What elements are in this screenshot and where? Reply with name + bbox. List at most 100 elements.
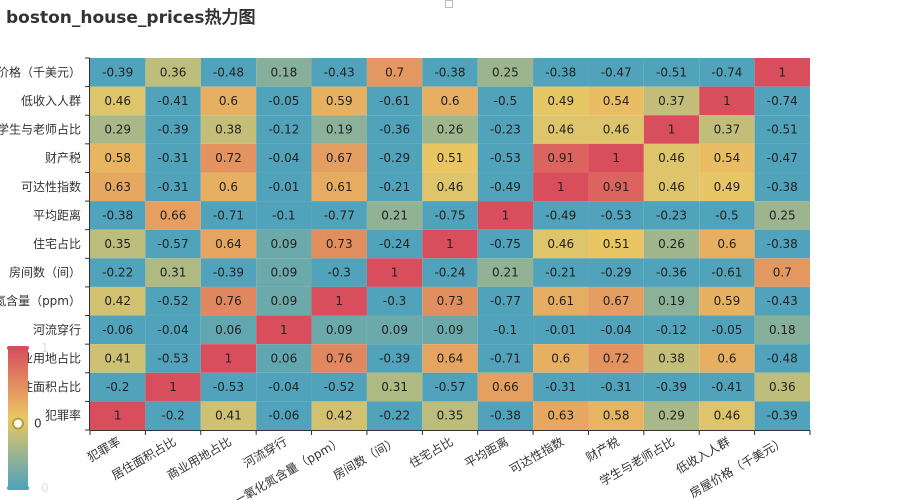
- cell-value-label: 0.51: [603, 237, 630, 251]
- heatmap-cell: [256, 143, 312, 173]
- cell-value-label: -0.39: [213, 266, 244, 280]
- cell-value-label: 1: [778, 65, 786, 79]
- cell-value-label: 0.46: [547, 237, 574, 251]
- cell-value-label: -0.22: [379, 409, 410, 423]
- heatmap-cell: [145, 115, 201, 144]
- cell-value-label: 1: [668, 123, 676, 137]
- visual-map-top-handle[interactable]: [7, 346, 29, 350]
- heatmap-cell: [422, 86, 478, 116]
- cell-value-label: -0.39: [102, 65, 133, 79]
- heatmap-cell: [422, 258, 478, 287]
- cell-value-label: -0.75: [490, 237, 521, 251]
- cell-value-label: 0.6: [219, 94, 238, 108]
- cell-value-label: -0.38: [767, 237, 798, 251]
- cell-value-label: 1: [502, 208, 510, 222]
- cell-value-label: -0.53: [158, 351, 189, 365]
- heatmap-cell: [754, 229, 810, 259]
- cell-value-label: 0.06: [270, 351, 297, 365]
- visual-map-indicator[interactable]: [12, 417, 24, 430]
- cell-value-label: 0.72: [215, 151, 242, 165]
- heatmap-cell: [145, 286, 201, 316]
- heatmap-cell: [533, 143, 589, 173]
- x-tick-label: 犯罪率: [85, 434, 124, 465]
- heatmap-cell: [90, 401, 146, 430]
- cell-value-label: 0.36: [769, 380, 796, 394]
- heatmap-cell: [699, 372, 755, 402]
- cell-value-label: -0.06: [102, 323, 133, 337]
- cell-value-label: 0.46: [104, 94, 131, 108]
- heatmap-cell: [90, 86, 146, 116]
- cell-value-label: 0.51: [437, 151, 464, 165]
- heatmap-cell: [366, 143, 423, 173]
- cell-value-label: 0.18: [769, 323, 796, 337]
- cell-value-label: 0.46: [658, 151, 685, 165]
- heatmap-cell: [145, 401, 201, 430]
- heatmap-cell: [311, 58, 367, 87]
- cell-value-label: 0.46: [658, 180, 685, 194]
- cell-value-label: 0.7: [773, 266, 792, 280]
- heatmap-cell: [90, 258, 146, 287]
- cell-value-label: -0.52: [158, 294, 189, 308]
- cell-value-label: 1: [114, 409, 122, 423]
- cell-value-label: 0.09: [270, 294, 297, 308]
- y-tick-label: 低收入人群: [21, 94, 81, 108]
- cell-value-label: -0.75: [434, 208, 465, 222]
- cell-value-label: -0.1: [494, 323, 517, 337]
- y-tick-label: 房间数（间）: [9, 265, 81, 280]
- cell-value-label: 0.19: [326, 123, 353, 137]
- cell-value-label: 0.76: [215, 294, 242, 308]
- cell-value-label: -0.48: [213, 65, 244, 79]
- heatmap-cell: [422, 115, 478, 144]
- heatmap-cell: [366, 315, 423, 345]
- heatmap-cell: [422, 286, 478, 316]
- heatmap-cell: [422, 401, 478, 430]
- heatmap-cell: [311, 229, 367, 259]
- cell-value-label: -0.36: [656, 266, 687, 280]
- cell-value-label: -0.29: [379, 151, 410, 165]
- heatmap-cell: [311, 201, 367, 230]
- heatmap-cell: [256, 86, 312, 116]
- heatmap-cell: [477, 229, 534, 259]
- heatmap-cell: [311, 315, 367, 345]
- heatmap-cell: [533, 258, 589, 287]
- heatmap-cell: [477, 344, 534, 373]
- cell-value-label: 1: [391, 266, 399, 280]
- cell-value-label: -0.5: [715, 208, 738, 222]
- visual-map-bottom-handle[interactable]: [7, 486, 29, 490]
- cell-value-label: 0.06: [215, 323, 242, 337]
- cell-value-label: -0.04: [268, 151, 299, 165]
- heatmap-cell: [643, 372, 700, 402]
- heatmap-cell: [256, 258, 312, 287]
- cell-value-label: -0.04: [158, 323, 189, 337]
- heatmap-cell: [256, 115, 312, 144]
- heatmap-cell: [643, 115, 700, 144]
- cell-value-label: 0.35: [104, 237, 131, 251]
- heatmap-cell: [699, 286, 755, 316]
- cell-value-label: -0.77: [490, 294, 521, 308]
- cell-value-label: -0.77: [324, 208, 355, 222]
- heatmap-cell: [533, 372, 589, 402]
- cell-value-label: -0.71: [490, 351, 521, 365]
- cell-value-label: -0.71: [213, 208, 244, 222]
- heatmap-cell: [200, 372, 257, 402]
- visual-map-current-value: 0: [34, 417, 42, 431]
- cell-value-label: -0.01: [268, 180, 299, 194]
- cell-value-label: 0.6: [551, 351, 570, 365]
- heatmap-cell: [477, 86, 534, 116]
- heatmap-cell: [588, 372, 644, 402]
- heatmap-cell: [588, 401, 644, 430]
- y-tick-label: 河流穿行: [33, 322, 81, 337]
- heatmap-cell: [477, 258, 534, 287]
- cell-value-label: 0.66: [492, 380, 519, 394]
- heatmap-cell: [145, 258, 201, 287]
- heatmap-cell: [477, 201, 534, 230]
- cell-value-label: 1: [612, 151, 620, 165]
- heatmap-cell: [200, 286, 257, 316]
- heatmap-cell: [643, 286, 700, 316]
- legend-toggle[interactable]: [445, 0, 453, 8]
- heatmap-cell: [699, 115, 755, 144]
- heatmap-cell: [588, 258, 644, 287]
- heatmap-cell: [90, 372, 146, 402]
- heatmap-cell: [754, 86, 810, 116]
